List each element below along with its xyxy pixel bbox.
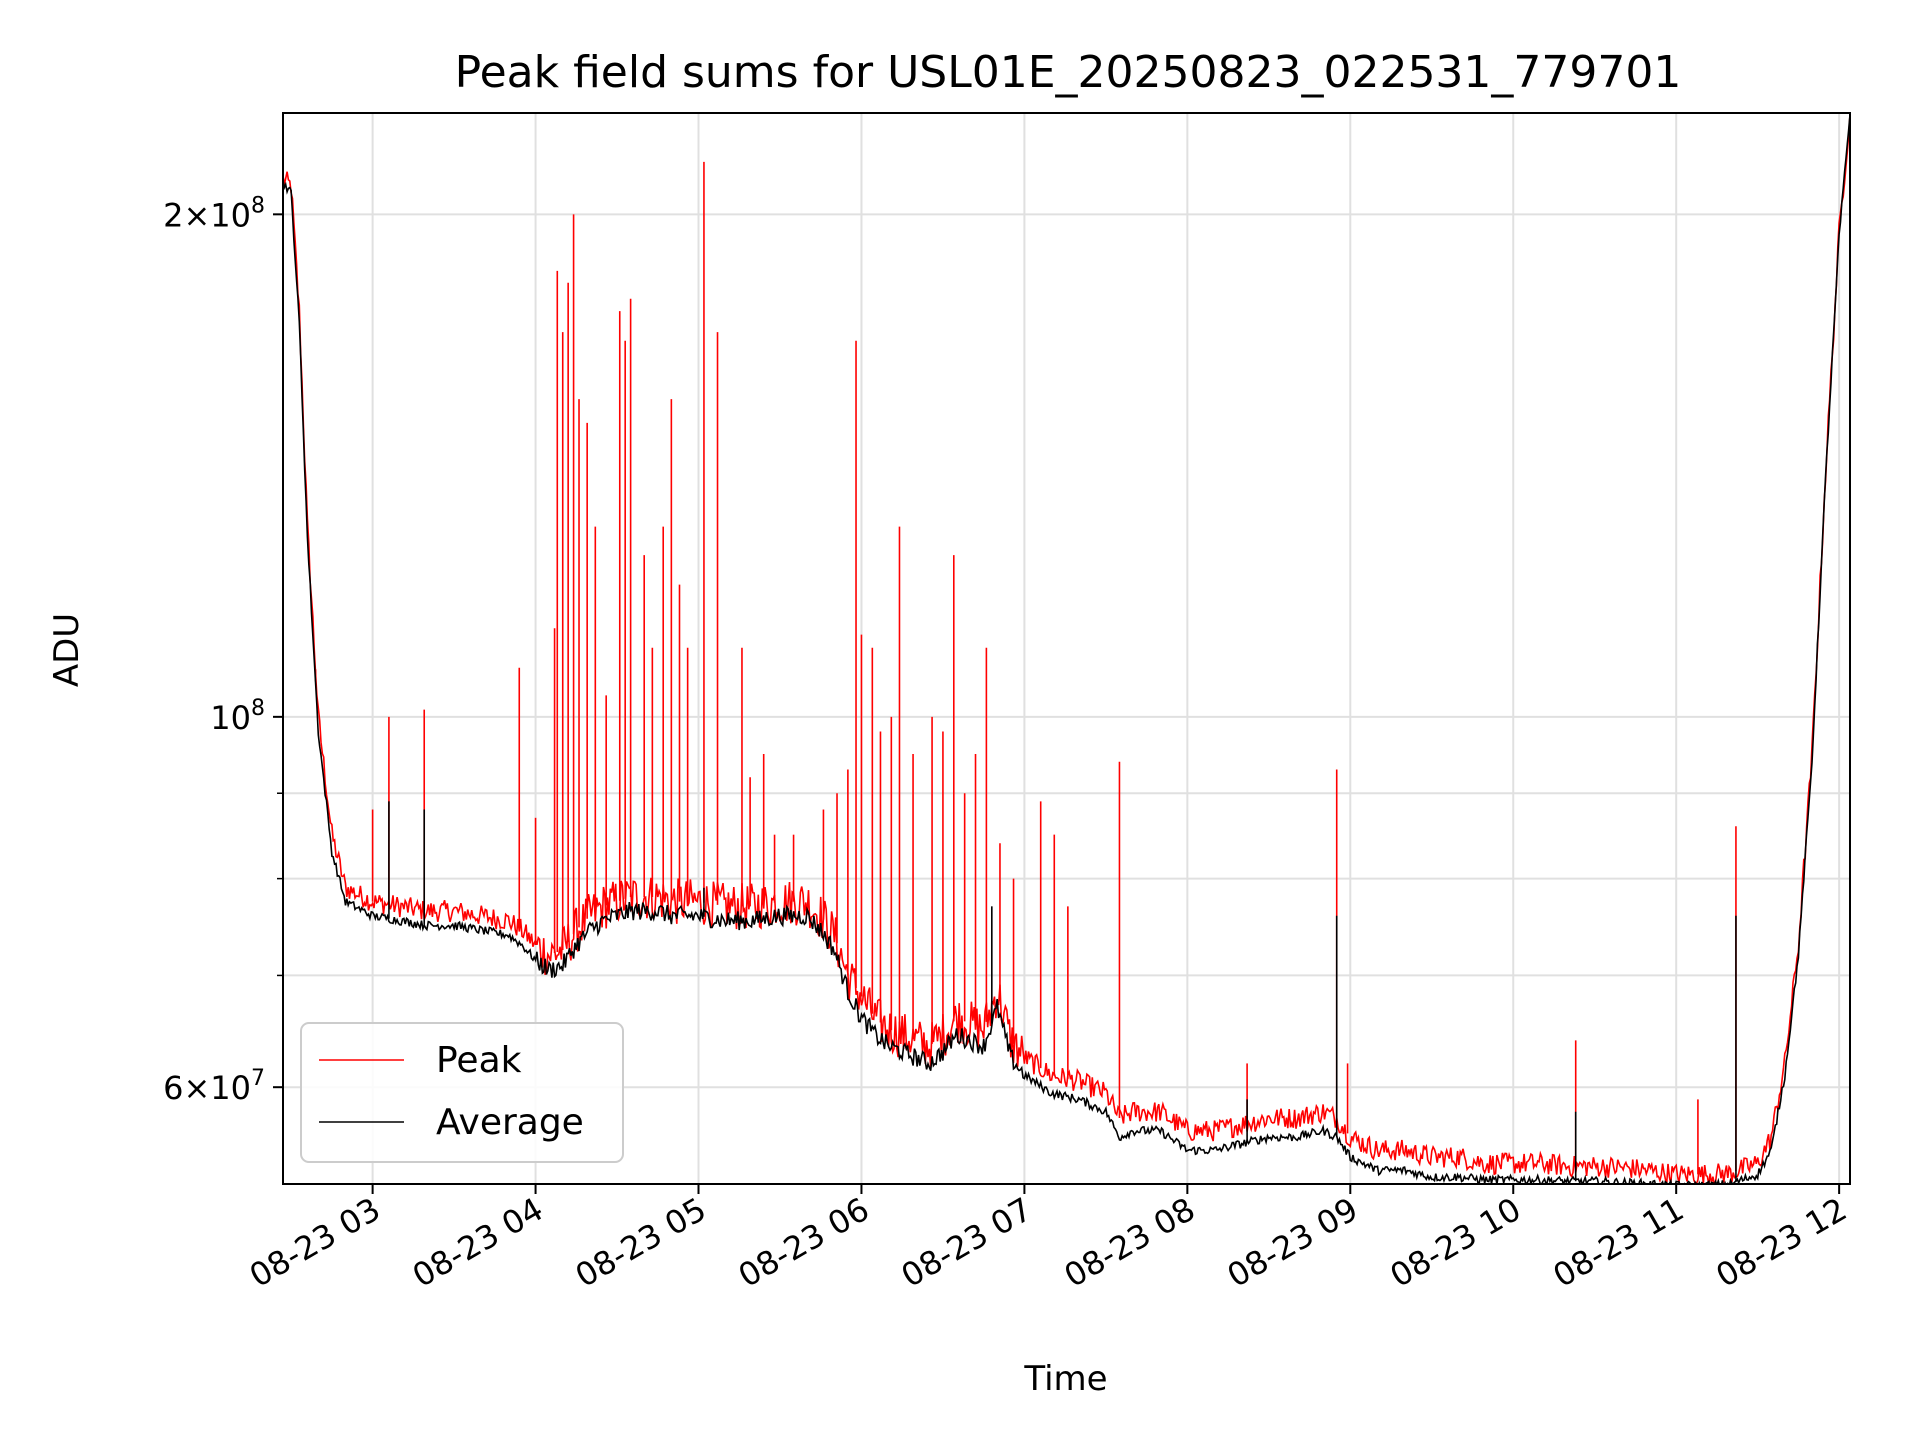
series-line-average <box>283 114 1850 1184</box>
legend-label-average: Average <box>436 1102 584 1143</box>
chart-title: Peak field sums for USL01E_20250823_0225… <box>455 47 1682 98</box>
plot-series-group <box>283 114 1850 1184</box>
y-tick-label: 2×108 <box>163 193 265 234</box>
x-axis-label: Time <box>1023 1359 1107 1399</box>
legend-box <box>300 1022 624 1163</box>
y-axis-ticks: 2×108 108 6×107 <box>163 193 283 1107</box>
average-spikes <box>388 801 1737 1183</box>
y-axis-label: ADU <box>47 613 87 687</box>
series-line-peak <box>283 114 1850 1184</box>
legend-label-peak: Peak <box>436 1040 522 1081</box>
y-tick-label: 6×107 <box>163 1066 265 1107</box>
legend: Peak Average <box>300 1022 624 1163</box>
plot-frame <box>282 112 1851 1185</box>
y-tick-label: 108 <box>210 696 265 737</box>
